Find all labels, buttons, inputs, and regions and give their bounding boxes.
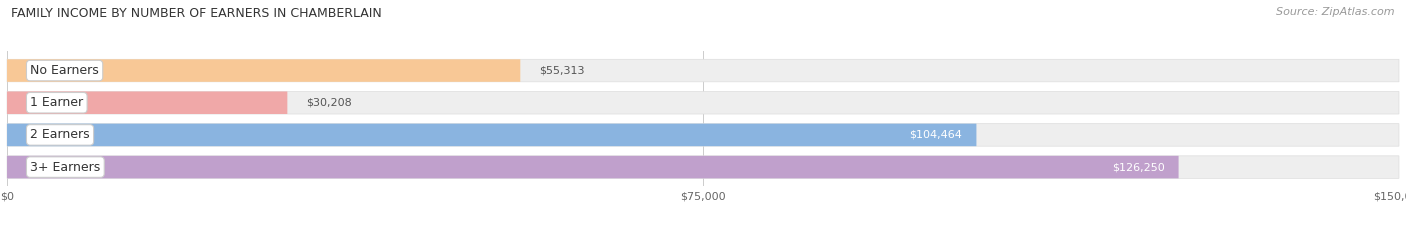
Text: 1 Earner: 1 Earner (31, 96, 83, 109)
Text: 2 Earners: 2 Earners (31, 128, 90, 141)
FancyBboxPatch shape (7, 59, 520, 82)
Text: $30,208: $30,208 (307, 98, 352, 108)
Text: FAMILY INCOME BY NUMBER OF EARNERS IN CHAMBERLAIN: FAMILY INCOME BY NUMBER OF EARNERS IN CH… (11, 7, 382, 20)
FancyBboxPatch shape (7, 124, 976, 146)
FancyBboxPatch shape (7, 59, 1399, 82)
FancyBboxPatch shape (7, 124, 1399, 146)
Text: No Earners: No Earners (31, 64, 98, 77)
Text: $126,250: $126,250 (1112, 162, 1164, 172)
Text: 3+ Earners: 3+ Earners (31, 161, 100, 174)
FancyBboxPatch shape (7, 156, 1178, 178)
Text: $104,464: $104,464 (910, 130, 963, 140)
FancyBboxPatch shape (7, 156, 1399, 178)
FancyBboxPatch shape (7, 92, 1399, 114)
Text: $55,313: $55,313 (538, 65, 585, 75)
FancyBboxPatch shape (7, 92, 287, 114)
Text: Source: ZipAtlas.com: Source: ZipAtlas.com (1277, 7, 1395, 17)
